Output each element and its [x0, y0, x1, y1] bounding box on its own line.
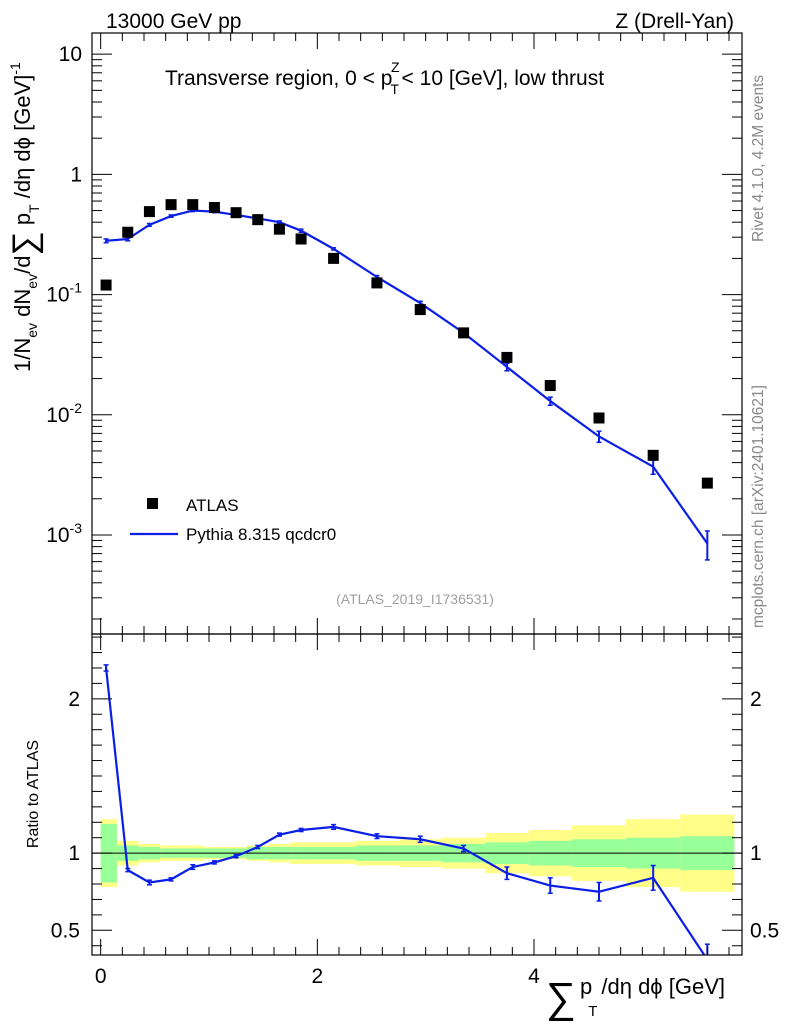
- atlas-point: [187, 199, 199, 211]
- ylab-b-sub: ev: [24, 274, 40, 289]
- ratio-line: [104, 667, 706, 955]
- ylab-c: /d: [10, 256, 35, 274]
- atlas-point: [701, 477, 713, 489]
- main-title-part1: Transverse region, 0 < p: [165, 67, 392, 90]
- ylab-a-sub: ev: [24, 323, 40, 338]
- ratio-ylabel: Ratio to ATLAS: [25, 740, 42, 848]
- ylab-d-sub: T: [26, 204, 42, 213]
- main-y-tick-label: 10-1: [46, 280, 82, 307]
- atlas-point: [295, 233, 307, 245]
- ylab-e-sup: -1: [7, 62, 23, 75]
- main-ylabel: 1/Nev dNev/d∑ pT /dη dϕ [GeV]-1: [6, 62, 44, 372]
- ratio-y-tick-label-right: 1: [750, 842, 762, 865]
- main-y-tick-label: 10-2: [46, 400, 82, 427]
- atlas-point: [501, 351, 513, 363]
- x-tick-label: 0: [95, 965, 107, 988]
- legend: ATLAS Pythia 8.315 qcdcr0: [130, 496, 336, 544]
- atlas-point: [647, 449, 659, 461]
- header-right: Z (Drell-Yan): [615, 10, 734, 33]
- header-left: 13000 GeV pp: [106, 10, 241, 33]
- atlas-point: [252, 214, 264, 226]
- rivet-label: Rivet 4.1.0, 4.2M events: [750, 75, 767, 242]
- tick-base: 10: [46, 524, 69, 547]
- main-y-tick-label: 10: [59, 43, 82, 66]
- main-marks: [100, 199, 713, 561]
- tick-exp: -3: [70, 520, 83, 536]
- ylab-b: dN: [10, 289, 35, 323]
- ylab-a: 1/N: [10, 338, 35, 372]
- atlas-point: [143, 206, 155, 218]
- xlab-p: p: [580, 974, 592, 999]
- source-label: mcplots.cern.ch [arXiv:2401.10621]: [750, 385, 767, 628]
- main-title-part2: < 10 [GeV], low thrust: [402, 67, 605, 90]
- atlas-point: [328, 252, 340, 264]
- ylab-sum: ∑: [6, 231, 44, 255]
- analysis-tag: (ATLAS_2019_I1736531): [336, 591, 494, 607]
- legend-label-pythia: Pythia 8.315 qcdcr0: [186, 525, 336, 544]
- ylab-d: p: [10, 213, 35, 231]
- xlab-p-sub: T: [588, 1003, 597, 1020]
- tick-base: 10: [46, 404, 69, 427]
- ratio-panel: 0 2 4 0.5 0.5 1 1 2 2 Ratio to ATLAS ∑ p T/dη dϕ […: [25, 633, 779, 1021]
- main-title-sup: Z: [391, 59, 400, 75]
- atlas-point: [100, 279, 112, 291]
- tick-exp: -1: [70, 280, 83, 296]
- atlas-point: [122, 226, 134, 238]
- x-tick-label: 2: [311, 965, 323, 988]
- xlab-rest: /dη dϕ [GeV]: [601, 974, 725, 999]
- main-title: Transverse region, 0 < pTZ< 10 [GeV], lo…: [165, 59, 604, 97]
- ratio-y-tick-label-right: 2: [750, 688, 762, 711]
- x-tick-label: 4: [528, 965, 540, 988]
- main-y-tick-label: 1: [70, 163, 82, 186]
- atlas-point: [458, 327, 470, 339]
- tick-exp: -2: [70, 400, 83, 416]
- xlab-sum: ∑: [546, 974, 576, 1021]
- atlas-point: [544, 380, 556, 392]
- atlas-point: [208, 202, 220, 214]
- ratio-frame: [91, 633, 743, 956]
- pythia-line: [105, 209, 709, 545]
- legend-label-atlas: ATLAS: [186, 496, 239, 515]
- main-title-sub: T: [390, 81, 399, 97]
- ratio-y-tick-label: 0.5: [51, 919, 80, 942]
- ratio-series-group: [103, 664, 710, 955]
- atlas-point: [165, 199, 177, 211]
- atlas-point: [371, 277, 383, 289]
- tick-base: 10: [46, 284, 69, 307]
- ratio-y-tick-label: 1: [68, 842, 80, 865]
- x-axis-label: ∑ p T/dη dϕ [GeV]: [546, 974, 725, 1021]
- atlas-point: [414, 304, 426, 316]
- ylab-e: /dη dϕ [GeV]: [10, 75, 35, 205]
- ratio-y-tick-label-right: 0.5: [750, 919, 779, 942]
- atlas-point: [273, 223, 285, 235]
- ratio-marks: [103, 664, 710, 955]
- ratio-axes: 0 2 4 0.5 0.5 1 1 2 2: [51, 634, 779, 988]
- atlas-point: [593, 412, 605, 424]
- main-y-tick-label: 10-3: [46, 520, 82, 547]
- atlas-point: [230, 207, 242, 219]
- ratio-y-tick-label: 2: [68, 688, 80, 711]
- legend-marker-atlas: [147, 498, 158, 509]
